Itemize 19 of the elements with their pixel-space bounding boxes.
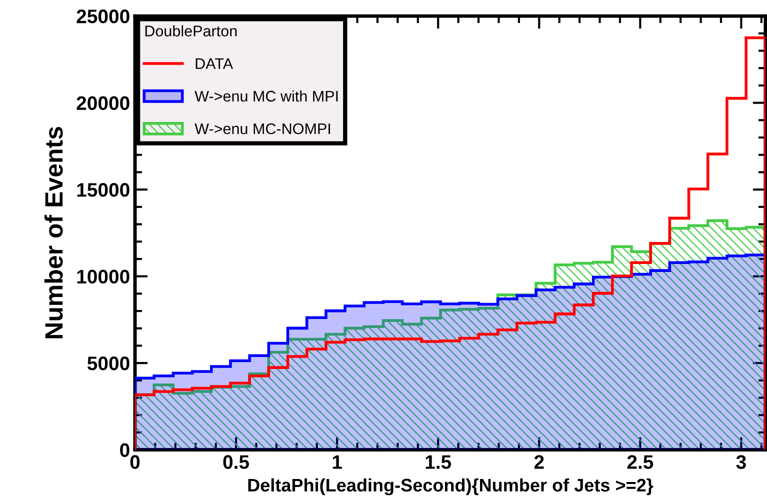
y-tick-label: 5000	[87, 356, 130, 370]
legend-label: W->enu MC-NOMPI	[194, 123, 330, 134]
y-tick-label: 0	[120, 443, 130, 458]
x-tick-label: 3	[736, 455, 746, 469]
legend-label: DATA	[196, 58, 234, 69]
y-tick-label: 15000	[77, 183, 130, 197]
x-tick-label: 2	[534, 455, 544, 469]
x-tick-label: 1.5	[426, 455, 452, 469]
x-axis-title: DeltaPhi(Leading-Second){Number of Jets >=2}	[248, 478, 654, 496]
legend-label: W->enu MC with MPI	[194, 90, 338, 102]
x-tick-label: 0	[130, 455, 140, 469]
legend-title: DoubleParton	[145, 25, 237, 36]
x-tick-label: 2.5	[627, 455, 654, 469]
x-tick-label: 1	[332, 455, 342, 469]
y-tick-label: 25000	[76, 10, 130, 24]
y-axis-title: Number of Events	[44, 126, 63, 338]
y-tick-label: 10000	[77, 270, 130, 284]
x-tick-label: 0.5	[223, 455, 250, 469]
y-tick-label: 20000	[76, 96, 130, 110]
